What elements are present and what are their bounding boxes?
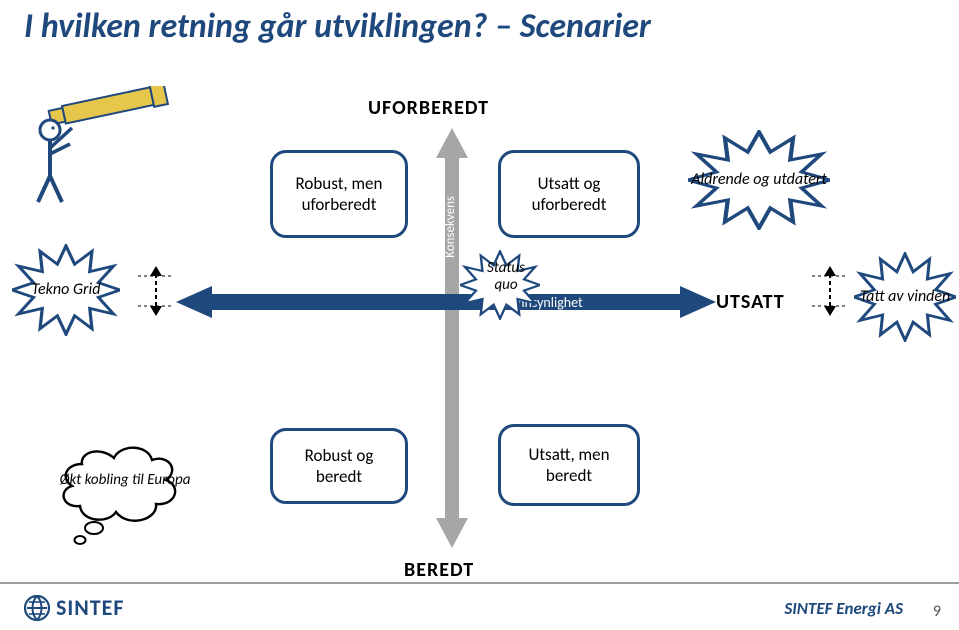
page-number: 9 bbox=[933, 602, 941, 621]
footer-org: SINTEF Energi AS bbox=[784, 598, 903, 619]
quad-top-left-text: Robust, men uforberedt bbox=[283, 173, 395, 216]
okt-kobling-thought: Økt kobling til Europa bbox=[50, 430, 200, 550]
dashed-arrow-left bbox=[126, 264, 186, 318]
horizontal-axis-arrow bbox=[176, 284, 716, 320]
vertical-axis-text: Konsekvens bbox=[443, 196, 458, 258]
vertical-axis-arrow bbox=[432, 128, 472, 548]
status-quo-label: Status quo bbox=[476, 260, 536, 295]
dashed-arrow-right bbox=[800, 264, 860, 318]
page-title: I hvilken retning går utviklingen? – Sce… bbox=[24, 6, 651, 47]
tekno-grid-text: Tekno Grid bbox=[32, 281, 101, 299]
axis-right-label: UTSATT bbox=[716, 290, 785, 314]
quad-bottom-right: Utsatt, men beredt bbox=[498, 424, 640, 506]
quad-top-right: Utsatt og uforberedt bbox=[498, 150, 640, 238]
quad-top-right-text: Utsatt og uforberedt bbox=[511, 173, 627, 216]
quad-top-left: Robust, men uforberedt bbox=[270, 150, 408, 238]
quad-bottom-left: Robust og beredt bbox=[270, 428, 408, 504]
tekno-grid-starburst: Tekno Grid bbox=[12, 244, 120, 336]
tatt-av-vinden-text: Tatt av vinden bbox=[860, 288, 951, 306]
axis-top-label: UFORBEREDT bbox=[368, 96, 489, 120]
aldrende-text: Aldrende og utdatert bbox=[691, 171, 827, 189]
tatt-av-vinden-starburst: Tatt av vinden bbox=[854, 252, 956, 342]
quad-bottom-right-text: Utsatt, men beredt bbox=[511, 444, 627, 487]
quad-bottom-left-text: Robust og beredt bbox=[283, 445, 395, 488]
aldrende-starburst: Aldrende og utdatert bbox=[688, 130, 830, 230]
sintef-logo-icon bbox=[24, 595, 50, 621]
okt-kobling-text: Økt kobling til Europa bbox=[60, 471, 191, 489]
sintef-wordmark: SINTEF bbox=[56, 594, 124, 621]
sintef-logo: SINTEF bbox=[24, 594, 124, 621]
footer-divider bbox=[0, 582, 959, 584]
axis-bottom-label: BEREDT bbox=[404, 558, 474, 582]
telescope-figure-icon bbox=[22, 86, 172, 206]
